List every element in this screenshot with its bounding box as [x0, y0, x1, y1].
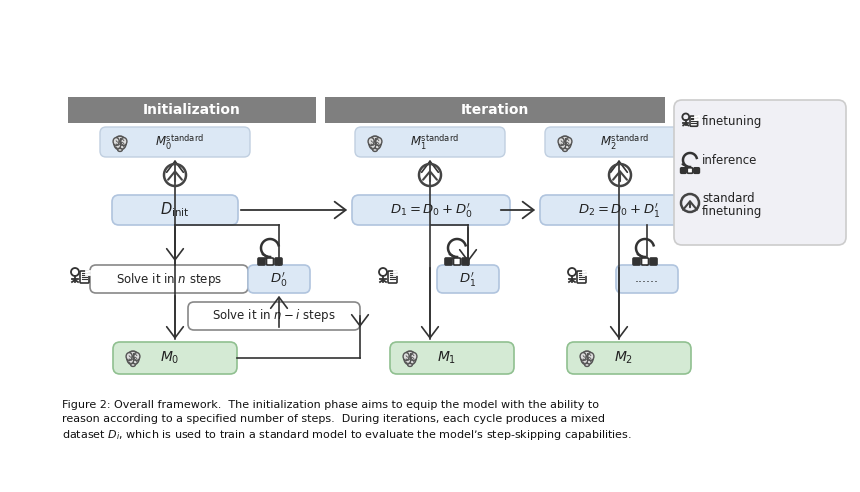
FancyBboxPatch shape [633, 258, 640, 265]
Bar [68, 97, 316, 123]
Text: $D_1 = D_0 + D_0'$: $D_1 = D_0 + D_0'$ [390, 201, 472, 219]
Ellipse shape [131, 364, 135, 367]
Ellipse shape [562, 149, 568, 152]
Ellipse shape [120, 138, 127, 145]
Ellipse shape [404, 351, 416, 365]
FancyBboxPatch shape [267, 258, 273, 265]
Ellipse shape [580, 351, 593, 365]
FancyBboxPatch shape [694, 168, 699, 173]
FancyBboxPatch shape [462, 258, 469, 265]
Text: $M_2$: $M_2$ [614, 350, 633, 366]
Text: $M_0$: $M_0$ [160, 350, 180, 366]
FancyBboxPatch shape [100, 127, 250, 157]
FancyBboxPatch shape [674, 100, 846, 245]
Ellipse shape [558, 138, 564, 145]
FancyBboxPatch shape [650, 258, 657, 265]
FancyBboxPatch shape [545, 127, 695, 157]
Ellipse shape [376, 138, 382, 145]
FancyBboxPatch shape [540, 195, 698, 225]
Ellipse shape [559, 136, 571, 150]
Ellipse shape [408, 364, 412, 367]
FancyBboxPatch shape [248, 265, 310, 293]
FancyBboxPatch shape [453, 258, 460, 265]
FancyBboxPatch shape [258, 258, 265, 265]
FancyBboxPatch shape [355, 127, 505, 157]
Text: inference: inference [702, 154, 758, 166]
Text: $D_2 = D_0 + D_1'$: $D_2 = D_0 + D_1'$ [578, 201, 660, 219]
FancyBboxPatch shape [616, 265, 678, 293]
FancyBboxPatch shape [687, 168, 693, 173]
Ellipse shape [585, 364, 589, 367]
FancyBboxPatch shape [642, 258, 648, 265]
FancyBboxPatch shape [188, 302, 360, 330]
Ellipse shape [113, 138, 120, 145]
FancyBboxPatch shape [112, 195, 238, 225]
Ellipse shape [566, 138, 572, 145]
Ellipse shape [369, 136, 381, 150]
Ellipse shape [126, 353, 132, 360]
FancyBboxPatch shape [680, 168, 686, 173]
Text: $D_{\mathrm{init}}$: $D_{\mathrm{init}}$ [160, 201, 190, 219]
Text: Initialization: Initialization [143, 103, 241, 117]
FancyBboxPatch shape [437, 265, 499, 293]
Text: dataset $D_i$, which is used to train a standard model to evaluate the model’s s: dataset $D_i$, which is used to train a … [62, 428, 632, 442]
Text: ......: ...... [635, 273, 659, 285]
Ellipse shape [587, 353, 594, 360]
Text: $M_1^{\mathsf{standard}}$: $M_1^{\mathsf{standard}}$ [410, 132, 459, 152]
FancyBboxPatch shape [352, 195, 510, 225]
Ellipse shape [411, 353, 417, 360]
Ellipse shape [403, 353, 409, 360]
Text: $M_2^{\mathsf{standard}}$: $M_2^{\mathsf{standard}}$ [600, 132, 649, 152]
FancyBboxPatch shape [90, 265, 248, 293]
FancyBboxPatch shape [80, 271, 89, 283]
FancyBboxPatch shape [445, 258, 452, 265]
Ellipse shape [580, 353, 587, 360]
Text: $D_1'$: $D_1'$ [459, 270, 476, 288]
FancyBboxPatch shape [390, 342, 514, 374]
Text: Iteration: Iteration [461, 103, 529, 117]
Text: Solve it in $n - i$ steps: Solve it in $n - i$ steps [212, 308, 336, 325]
Ellipse shape [368, 138, 374, 145]
Text: finetuning: finetuning [702, 116, 762, 128]
Ellipse shape [118, 149, 122, 152]
FancyBboxPatch shape [567, 342, 691, 374]
Text: finetuning: finetuning [702, 205, 762, 217]
FancyBboxPatch shape [113, 342, 237, 374]
Text: $M_1$: $M_1$ [437, 350, 456, 366]
Ellipse shape [126, 351, 139, 365]
Ellipse shape [114, 136, 126, 150]
Text: reason according to a specified number of steps.  During iterations, each cycle : reason according to a specified number o… [62, 414, 605, 424]
Bar [325, 97, 665, 123]
FancyBboxPatch shape [690, 116, 697, 126]
Text: Figure 2: Overall framework.  The initialization phase aims to equip the model w: Figure 2: Overall framework. The initial… [62, 400, 599, 410]
FancyBboxPatch shape [275, 258, 282, 265]
Ellipse shape [134, 353, 140, 360]
FancyBboxPatch shape [577, 271, 586, 283]
FancyBboxPatch shape [388, 271, 397, 283]
Ellipse shape [372, 149, 378, 152]
Text: $M_0^{\mathsf{standard}}$: $M_0^{\mathsf{standard}}$ [155, 132, 204, 152]
Text: Solve it in $n$ steps: Solve it in $n$ steps [116, 271, 222, 287]
Text: $D_0'$: $D_0'$ [270, 270, 288, 288]
Text: standard: standard [702, 191, 754, 205]
